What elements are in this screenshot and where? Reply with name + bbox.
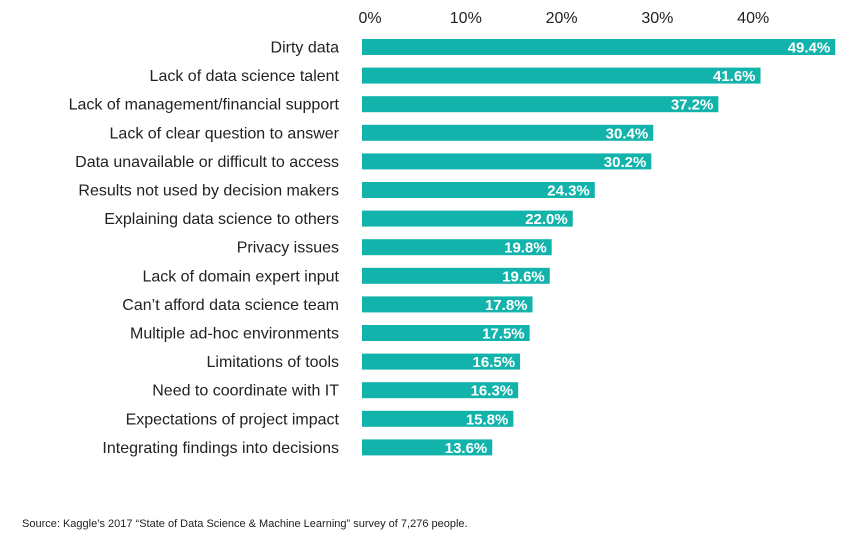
x-tick-label: 40% — [737, 10, 769, 27]
data-label: 24.3% — [547, 183, 590, 200]
category-label: Expectations of project impact — [126, 411, 340, 428]
bar-chart: 0% 10% 20% 30% 40% Dirty data 49.4% Lack of dat… — [69, 10, 836, 457]
data-label: 49.4% — [788, 40, 831, 57]
bar — [362, 39, 836, 55]
data-label: 22.0% — [525, 211, 568, 228]
category-label: Lack of management/financial support — [69, 97, 340, 114]
data-label: 15.8% — [466, 411, 509, 428]
bar — [362, 439, 493, 456]
source-note: Source: Kaggle’s 2017 “State of Data Sci… — [22, 518, 468, 530]
data-label: 17.5% — [482, 326, 525, 343]
data-label: 17.8% — [485, 297, 528, 314]
category-label: Dirty data — [271, 40, 340, 57]
data-label: 19.8% — [504, 240, 547, 257]
category-label: Results not used by decision makers — [78, 183, 339, 200]
data-label: 41.6% — [713, 68, 756, 85]
bar — [362, 124, 654, 141]
category-label: Lack of domain expert input — [142, 268, 339, 285]
data-label: 37.2% — [671, 97, 714, 114]
x-tick-label: 10% — [450, 10, 482, 27]
category-label: Explaining data science to others — [104, 211, 339, 228]
bar — [362, 182, 595, 198]
x-tick-label: 0% — [358, 10, 381, 27]
bar — [362, 96, 719, 113]
data-label: 16.3% — [471, 383, 514, 400]
x-tick-label: 20% — [546, 10, 578, 27]
category-label: Need to coordinate with IT — [152, 383, 339, 400]
data-label: 19.6% — [502, 268, 545, 285]
data-label: 30.2% — [604, 154, 647, 171]
category-label: Lack of data science talent — [150, 68, 340, 85]
data-label: 13.6% — [445, 440, 488, 457]
bar — [362, 325, 530, 341]
bar — [362, 153, 652, 170]
category-label: Data unavailable or difficult to access — [75, 154, 339, 171]
bar — [362, 267, 550, 284]
category-label: Lack of clear question to answer — [110, 125, 340, 142]
bar — [362, 382, 519, 399]
bar — [362, 210, 573, 227]
category-label: Multiple ad-hoc environments — [130, 326, 339, 343]
bar — [362, 67, 761, 84]
bar — [362, 296, 533, 313]
category-label: Can’t afford data science team — [122, 297, 339, 314]
category-label: Integrating findings into decisions — [102, 440, 339, 457]
category-label: Privacy issues — [237, 240, 339, 257]
data-label: 16.5% — [473, 354, 516, 371]
category-label: Limitations of tools — [206, 354, 339, 371]
bar — [362, 239, 552, 256]
x-tick-label: 30% — [641, 10, 673, 27]
bar — [362, 410, 514, 427]
data-label: 30.4% — [606, 125, 649, 142]
bar — [362, 353, 521, 370]
